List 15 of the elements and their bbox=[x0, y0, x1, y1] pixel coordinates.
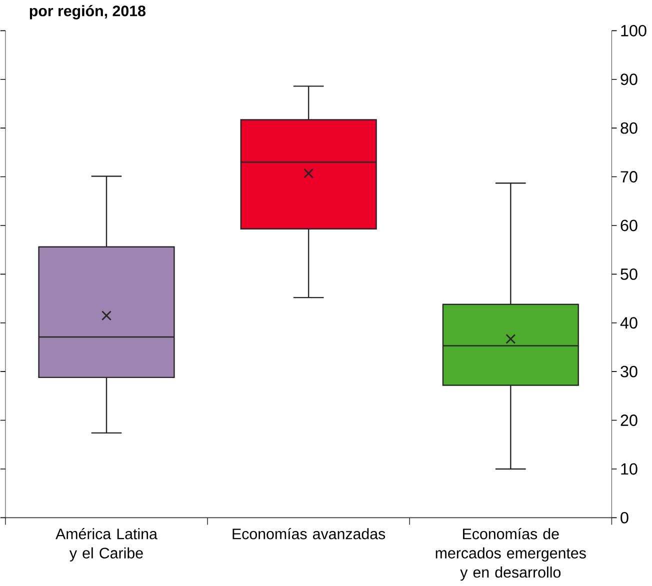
y-tick-label: 10 bbox=[621, 463, 638, 475]
y-tick-label: 100 bbox=[621, 25, 646, 37]
y-tick-label: 0 bbox=[620, 512, 628, 524]
y-tick-label: 80 bbox=[620, 122, 638, 134]
chart-title: por región, 2018 bbox=[30, 5, 146, 20]
y-tick-label: 30 bbox=[620, 366, 638, 378]
y-tick-label: 90 bbox=[620, 74, 638, 86]
y-tick-label: 50 bbox=[620, 268, 638, 280]
y-tick-label: 40 bbox=[620, 317, 638, 329]
y-tick-label: 60 bbox=[620, 220, 638, 232]
x-tick-label: Economías avanzadas bbox=[232, 528, 386, 540]
x-tick-label: América Latina y el Caribe bbox=[56, 528, 158, 562]
y-tick-label: 70 bbox=[620, 171, 638, 183]
x-tick-label: Economías de mercados emergentes y en desarrollo bbox=[436, 528, 586, 581]
y-tick-label: 20 bbox=[620, 414, 638, 426]
